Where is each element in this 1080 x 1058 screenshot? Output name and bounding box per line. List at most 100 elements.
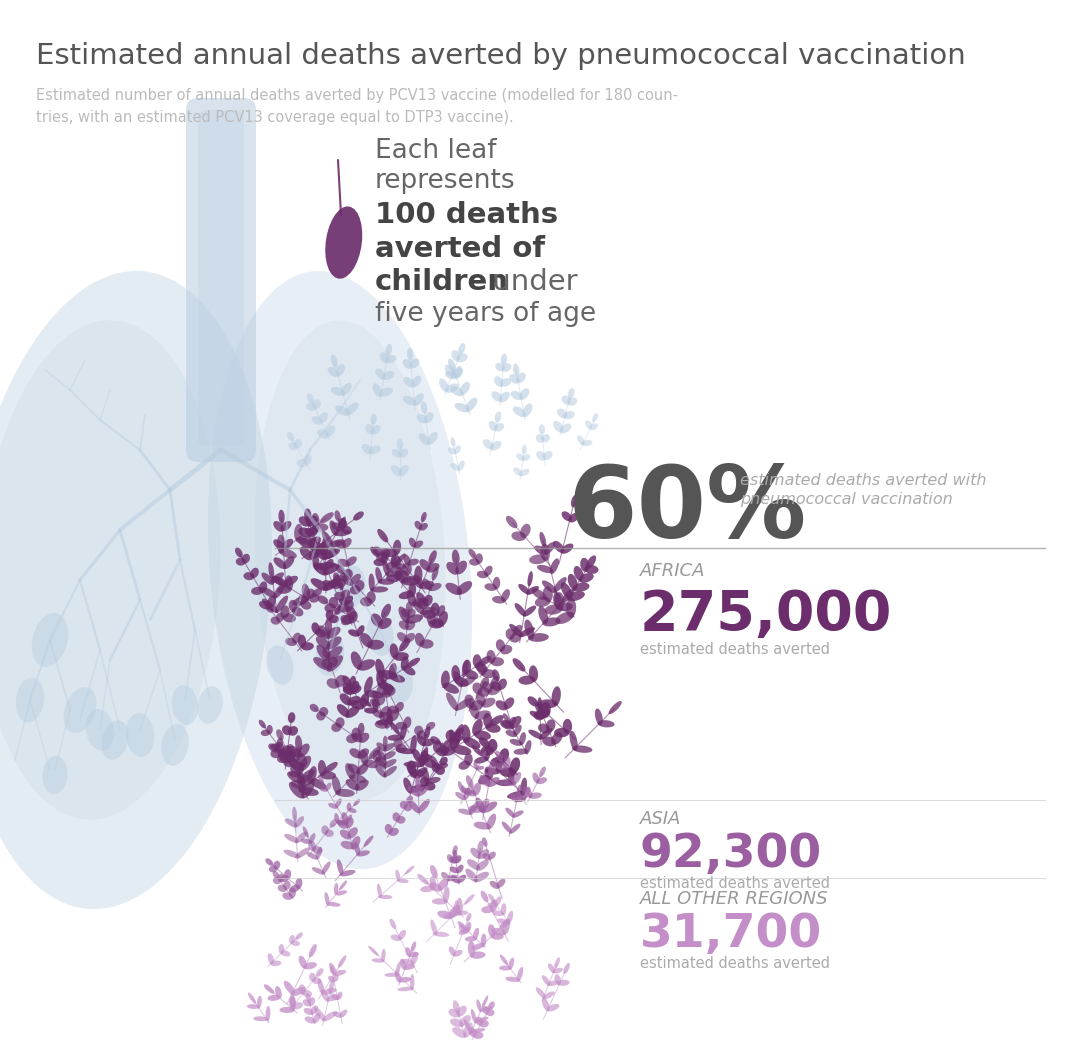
Text: under: under [483, 268, 578, 296]
Polygon shape [454, 366, 462, 379]
Polygon shape [563, 718, 572, 734]
Polygon shape [303, 1008, 313, 1015]
Text: averted of: averted of [375, 235, 545, 263]
Polygon shape [404, 762, 424, 767]
Polygon shape [497, 879, 505, 888]
Polygon shape [361, 697, 372, 707]
Polygon shape [373, 691, 379, 701]
Polygon shape [474, 822, 490, 829]
Polygon shape [527, 696, 539, 707]
Polygon shape [420, 886, 434, 892]
Polygon shape [273, 558, 286, 569]
Polygon shape [348, 827, 357, 838]
Polygon shape [298, 528, 312, 537]
Polygon shape [341, 576, 353, 586]
Polygon shape [469, 1028, 485, 1034]
Polygon shape [459, 761, 470, 770]
Polygon shape [475, 663, 488, 673]
Polygon shape [562, 588, 575, 603]
Polygon shape [248, 992, 256, 1004]
Polygon shape [375, 720, 388, 729]
Polygon shape [408, 582, 416, 597]
Polygon shape [270, 748, 282, 759]
Polygon shape [510, 716, 522, 729]
Polygon shape [432, 898, 448, 905]
Polygon shape [289, 884, 300, 892]
Polygon shape [483, 802, 497, 813]
Polygon shape [420, 777, 429, 787]
Polygon shape [330, 387, 345, 396]
Polygon shape [509, 957, 514, 970]
Polygon shape [529, 554, 546, 564]
Polygon shape [332, 723, 341, 732]
Polygon shape [378, 579, 394, 585]
Polygon shape [403, 396, 417, 405]
Polygon shape [282, 745, 292, 759]
Polygon shape [281, 521, 292, 531]
Polygon shape [247, 1004, 260, 1009]
Polygon shape [476, 1000, 482, 1013]
Polygon shape [510, 738, 523, 746]
Text: 31,700: 31,700 [640, 912, 822, 957]
Polygon shape [431, 756, 438, 769]
Polygon shape [446, 693, 458, 711]
Polygon shape [579, 573, 594, 583]
Polygon shape [338, 820, 349, 828]
Polygon shape [417, 786, 429, 797]
Polygon shape [542, 998, 550, 1011]
Polygon shape [340, 589, 350, 600]
Polygon shape [322, 536, 328, 554]
Polygon shape [486, 1009, 495, 1017]
Polygon shape [318, 596, 328, 604]
Polygon shape [397, 987, 414, 991]
Polygon shape [404, 964, 415, 970]
Polygon shape [407, 761, 416, 776]
Polygon shape [298, 635, 306, 647]
Polygon shape [339, 598, 348, 605]
Polygon shape [422, 579, 432, 590]
Polygon shape [463, 1019, 473, 1034]
Polygon shape [285, 576, 294, 590]
Polygon shape [501, 353, 508, 365]
Polygon shape [404, 633, 415, 642]
Polygon shape [505, 977, 521, 982]
Polygon shape [276, 729, 284, 741]
Polygon shape [519, 469, 529, 476]
Polygon shape [448, 905, 460, 918]
Polygon shape [322, 861, 330, 874]
Polygon shape [309, 547, 323, 560]
Polygon shape [360, 633, 373, 647]
Polygon shape [381, 949, 386, 962]
Polygon shape [464, 790, 474, 795]
Polygon shape [260, 730, 270, 736]
Polygon shape [329, 597, 338, 608]
Polygon shape [448, 448, 457, 455]
Polygon shape [306, 403, 316, 411]
Polygon shape [337, 859, 343, 875]
Polygon shape [492, 596, 505, 603]
Polygon shape [508, 767, 514, 784]
Polygon shape [392, 449, 402, 458]
Polygon shape [417, 414, 428, 423]
Polygon shape [406, 602, 413, 612]
Polygon shape [447, 875, 458, 881]
Polygon shape [502, 779, 516, 786]
Polygon shape [416, 776, 420, 790]
Polygon shape [291, 780, 303, 788]
Polygon shape [453, 845, 458, 855]
Polygon shape [339, 693, 351, 706]
Polygon shape [324, 603, 336, 613]
Polygon shape [278, 750, 288, 761]
Polygon shape [496, 700, 508, 710]
Polygon shape [573, 566, 583, 581]
Polygon shape [539, 766, 545, 777]
Polygon shape [542, 991, 555, 1000]
Polygon shape [407, 609, 416, 618]
Polygon shape [480, 677, 489, 689]
Polygon shape [345, 815, 352, 825]
Polygon shape [282, 892, 293, 900]
Polygon shape [278, 884, 287, 892]
Polygon shape [368, 573, 375, 591]
Polygon shape [320, 512, 334, 524]
Polygon shape [342, 537, 352, 548]
